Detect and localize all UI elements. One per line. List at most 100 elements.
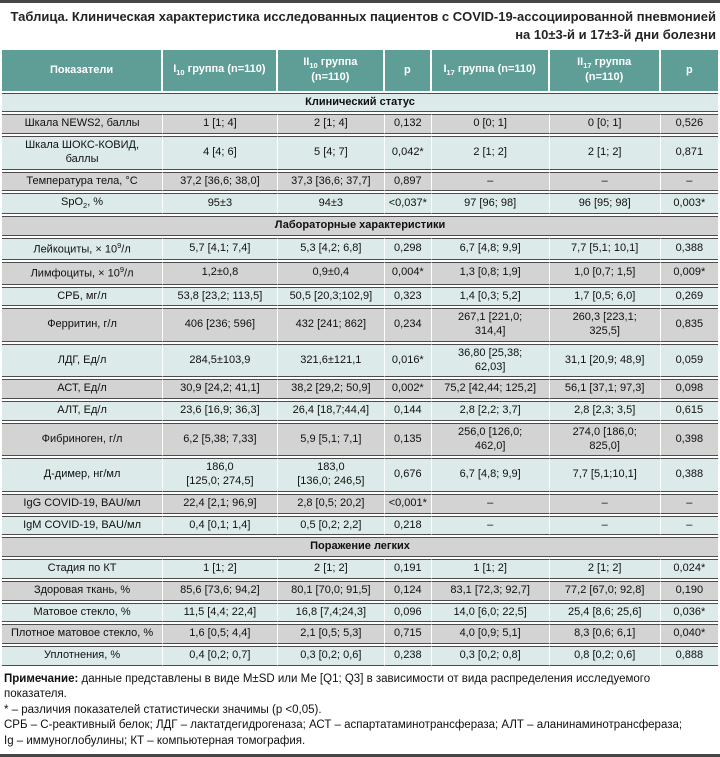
value-cell: 53,8 [23,2; 113,5] [163,286,278,307]
value-cell: 7,7 [5,1;10,1] [549,458,661,492]
row-label: АСТ, Ед/л [2,379,164,399]
value-cell: 0,009* [660,262,718,285]
value-cell: 11,5 [4,4; 22,4] [163,602,278,623]
row-label: Плотное матовое стекло, % [2,624,164,644]
value-cell: 0,024* [660,559,718,579]
value-cell: 94±3 [277,193,386,214]
value-cell: 0,004* [385,262,432,285]
value-cell: 5,9 [5,1; 7,1] [277,422,386,457]
value-cell: 30,9 [24,2; 41,1] [163,379,278,399]
value-cell: 1,7 [0,5; 6,0] [549,286,661,307]
value-cell: 37,2 [36,6; 38,0] [163,171,278,192]
value-cell: 2 [1; 2] [549,136,661,170]
value-cell: 37,3 [36,6; 37,7] [277,171,386,192]
value-cell: 36,80 [25,38; 62,03] [431,343,550,378]
value-cell: 4 [4; 6] [163,136,278,170]
table-body: Клинический статус Шкала NEWS2, баллы 1 [1… [2,92,718,666]
value-cell: 0,042* [385,136,432,170]
value-cell: 183,0 [136,0; 246,5] [277,458,386,492]
section-title: Лабораторные характеристики [2,215,718,236]
value-cell: 16,8 [7,4;24,3] [277,602,386,623]
value-cell: 2,8 [0,5; 20,2] [277,493,386,514]
footnotes: Примечание: данные представлены в виде M… [2,668,718,755]
value-cell: 0,897 [385,171,432,192]
value-cell: <0,037* [385,193,432,214]
value-cell: 432 [241; 862] [277,308,386,342]
footnote-line: Примечание: данные представлены в виде M… [4,672,651,701]
column-header: I10 группа (n=110) [163,50,278,91]
table-row: АЛТ, Ед/л 23,6 [16,9; 36,3] 26,4 [18,7;44,… [2,401,718,421]
table-row: IgM COVID-19, BAU/мл 0,4 [0,1; 1,4] 0,5 [0… [2,515,718,536]
value-cell: – [431,493,550,514]
top-rule [0,0,720,3]
table-title-line1: Таблица. Клиническая характеристика иссл… [10,9,716,24]
value-cell: 0,3 [0,2; 0,8] [431,646,550,666]
table-header: Показатели I10 группа (n=110) II10 группа … [2,50,718,91]
value-cell: 0,040* [660,624,718,644]
value-cell: – [549,171,661,192]
value-cell: 85,6 [73,6; 94,2] [163,580,278,601]
value-cell: 0,016* [385,343,432,378]
section-header-row: Поражение легких [2,537,718,557]
table-row: Температура тела, °С 37,2 [36,6; 38,0] 37,… [2,171,718,192]
value-cell: 260,3 [223,1; 325,5] [549,308,661,342]
value-cell: 0 [0; 1] [549,114,661,135]
value-cell: 0,124 [385,580,432,601]
value-cell: 2,8 [2,3; 3,5] [549,401,661,421]
value-cell: 0,269 [660,286,718,307]
value-cell: 6,7 [4,8; 9,9] [431,237,550,261]
clinical-characteristics-table: Показатели I10 группа (n=110) II10 группа … [2,48,718,667]
value-cell: 1 [1; 4] [163,114,278,135]
value-cell: 0,190 [660,580,718,601]
value-cell: 0,191 [385,559,432,579]
table-row: Д-димер, нг/мл 186,0 [125,0; 274,5] 183,0 … [2,458,718,492]
value-cell: 0,135 [385,422,432,457]
section-header-row: Лабораторные характеристики [2,215,718,236]
value-cell: 1 [1; 2] [163,559,278,579]
value-cell: 0,002* [385,379,432,399]
section-title: Поражение легких [2,537,718,557]
value-cell: 83,1 [72,3; 92,7] [431,580,550,601]
row-label: Д-димер, нг/мл [2,458,164,492]
table-row: Стадия по КТ 1 [1; 2] 2 [1; 2] 0,191 1 [1; 2… [2,559,718,579]
row-label: Стадия по КТ [2,559,164,579]
page: Таблица. Клиническая характеристика иссл… [0,3,720,754]
value-cell: 2 [1; 2] [277,559,386,579]
value-cell: 0,098 [660,379,718,399]
value-cell: 1,3 [0,8; 1,9] [431,262,550,285]
value-cell: 8,3 [0,6; 6,1] [549,624,661,644]
value-cell: 0,144 [385,401,432,421]
value-cell: 0,5 [0,2; 2,2] [277,515,386,536]
value-cell: 1 [1; 2] [431,559,550,579]
table-row: Матовое стекло, % 11,5 [4,4; 22,4] 16,8 [7… [2,602,718,623]
row-label: SpO2, % [2,193,164,214]
table-row: IgG COVID-19, BAU/мл 22,4 [2,1; 96,9] 2,8 … [2,493,718,514]
value-cell: 50,5 [20,3;102,9] [277,286,386,307]
value-cell: 186,0 [125,0; 274,5] [163,458,278,492]
value-cell: 4,0 [0,9; 5,1] [431,624,550,644]
value-cell: 97 [96; 98] [431,193,550,214]
value-cell: 0 [0; 1] [431,114,550,135]
footnote-line: * – различия показателей статистически з… [4,703,322,716]
column-header: I17 группа (n=110) [431,50,550,91]
table-row: Уплотнения, % 0,4 [0,2; 0,7] 0,3 [0,2; 0,6… [2,646,718,666]
table-row: Лейкоциты, × 109/л 5,7 [4,1; 7,4] 5,3 [4,2… [2,237,718,261]
value-cell: 406 [236; 596] [163,308,278,342]
row-label: Температура тела, °С [2,171,164,192]
value-cell: – [660,515,718,536]
value-cell: 2 [1; 2] [431,136,550,170]
value-cell: 284,5±103,9 [163,343,278,378]
value-cell: 267,1 [221,0; 314,4] [431,308,550,342]
value-cell: 0,4 [0,1; 1,4] [163,515,278,536]
value-cell: 0,4 [0,2; 0,7] [163,646,278,666]
value-cell: 25,4 [8,6; 25,6] [549,602,661,623]
row-label: Уплотнения, % [2,646,164,666]
row-label: Фибриноген, г/л [2,422,164,457]
value-cell: – [549,515,661,536]
value-cell: 321,6±121,1 [277,343,386,378]
value-cell: 31,1 [20,9; 48,9] [549,343,661,378]
value-cell: <0,001* [385,493,432,514]
value-cell: 2 [1; 4] [277,114,386,135]
footnote-line: Ig – иммуноглобулины; КТ – компьютерная … [4,734,306,747]
value-cell: 274,0 [186,0; 825,0] [549,422,661,457]
